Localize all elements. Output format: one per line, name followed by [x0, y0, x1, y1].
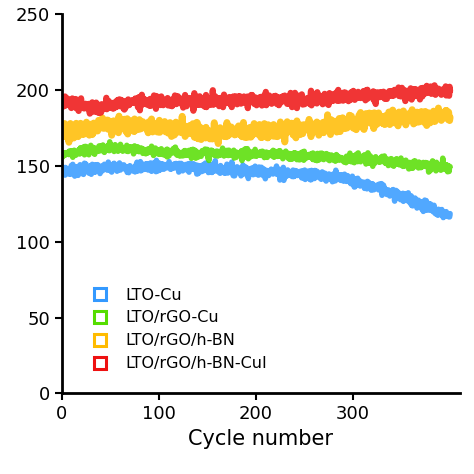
- X-axis label: Cycle number: Cycle number: [188, 429, 333, 449]
- Legend: LTO-Cu, LTO/rGO-Cu, LTO/rGO/h-BN, LTO/rGO/h-BN-CuI: LTO-Cu, LTO/rGO-Cu, LTO/rGO/h-BN, LTO/rG…: [78, 281, 273, 378]
